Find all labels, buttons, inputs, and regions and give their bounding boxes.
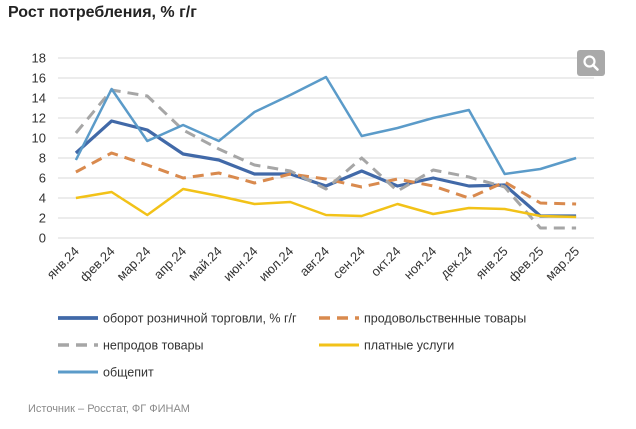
y-tick-label: 0 [39, 231, 46, 246]
series-line-4 [75, 187, 577, 219]
x-tick-label: июн.24 [220, 244, 260, 284]
x-tick-label: май.24 [185, 244, 225, 284]
legend-label-3: непродов товары [103, 339, 204, 353]
x-tick-label: авг.24 [297, 244, 333, 280]
x-tick-label: сен.24 [330, 244, 368, 282]
x-tick-label: апр.24 [151, 244, 190, 283]
legend-label-5: общепит [103, 366, 154, 380]
legend-label-1: оборот розничной торговли, % г/г [103, 312, 297, 326]
y-tick-labels: 0 2 4 6 8 10 12 14 16 18 [32, 51, 46, 246]
y-tick-label: 10 [32, 131, 46, 146]
legend-label-4: платные услуги [364, 339, 454, 353]
y-tick-label: 14 [32, 91, 46, 106]
y-tick-label: 4 [39, 191, 46, 206]
x-tick-labels: янв.24фев.24мар.24апр.24май.24июн.24июл.… [44, 244, 583, 285]
zoom-button[interactable] [577, 50, 605, 76]
y-tick-label: 16 [32, 71, 46, 86]
series-line-1 [74, 119, 577, 218]
x-tick-label: янв.25 [472, 244, 510, 282]
x-tick-label: июл.24 [256, 244, 297, 285]
source-note: Источник – Росстат, ФГ ФИНАМ [28, 403, 190, 415]
legend-label-2: продовольственные товары [364, 312, 526, 326]
y-tick-label: 12 [32, 111, 46, 126]
x-tick-label: мар.24 [114, 244, 154, 284]
series-line-2 [75, 151, 577, 206]
y-tick-label: 8 [39, 151, 46, 166]
x-tick-label: мар.25 [542, 244, 582, 284]
x-tick-label: дек.24 [437, 244, 475, 282]
series-lines [74, 75, 577, 230]
x-tick-label: фев.25 [506, 244, 547, 285]
x-tick-label: окт.24 [368, 244, 404, 280]
y-tick-label: 6 [39, 171, 46, 186]
legend: оборот розничной торговли, % г/г продовол… [58, 312, 526, 380]
y-tick-label: 2 [39, 211, 46, 226]
series-line-3 [74, 88, 577, 230]
y-tick-label: 18 [32, 51, 46, 66]
search-icon [583, 55, 599, 71]
x-tick-label: фев.24 [77, 244, 118, 285]
series-line-5 [74, 75, 577, 176]
x-tick-label: янв.24 [44, 244, 82, 282]
chart-title: Рост потребления, % г/г [8, 4, 197, 21]
x-tick-label: ноя.24 [401, 244, 440, 283]
